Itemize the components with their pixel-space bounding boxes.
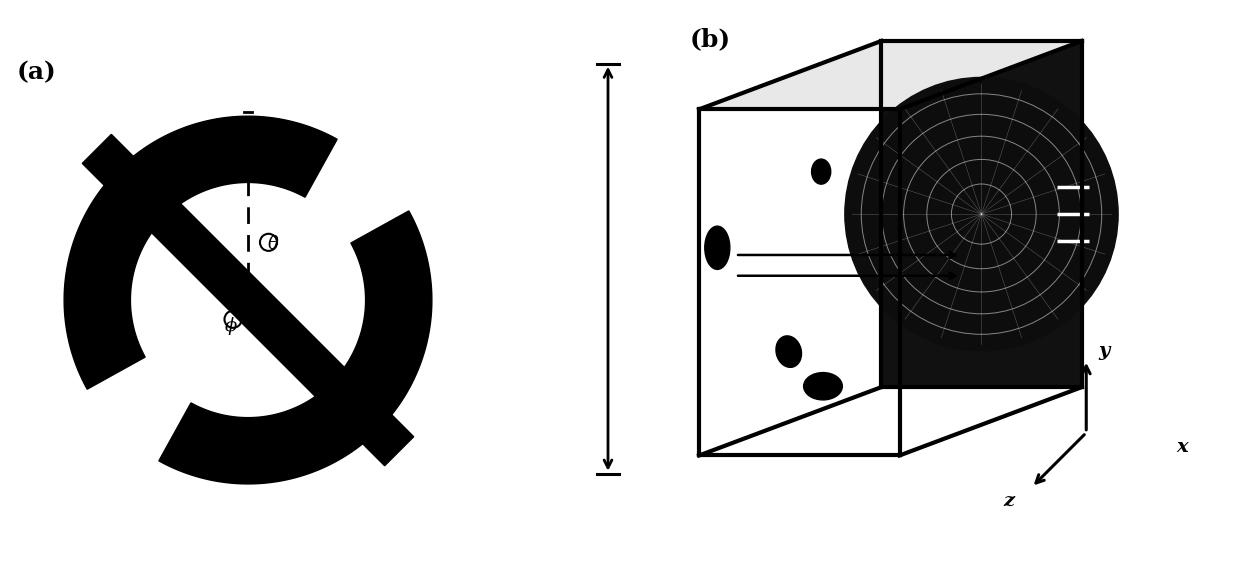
Polygon shape [882, 41, 1081, 387]
Text: ϕ: ϕ [224, 317, 237, 335]
Ellipse shape [804, 373, 842, 400]
Ellipse shape [704, 226, 730, 269]
Polygon shape [64, 116, 337, 389]
Ellipse shape [812, 159, 831, 184]
Text: x: x [1176, 438, 1188, 456]
Polygon shape [82, 134, 414, 466]
Text: z: z [1003, 492, 1014, 510]
Text: (a): (a) [17, 61, 57, 85]
Polygon shape [699, 110, 899, 455]
Polygon shape [699, 41, 1081, 110]
Text: θ: θ [268, 236, 279, 254]
Text: y: y [1099, 342, 1110, 360]
Circle shape [844, 78, 1118, 351]
Ellipse shape [776, 336, 801, 367]
Polygon shape [699, 387, 1081, 455]
Polygon shape [699, 41, 1081, 110]
Polygon shape [159, 211, 432, 484]
Text: (b): (b) [689, 27, 732, 51]
